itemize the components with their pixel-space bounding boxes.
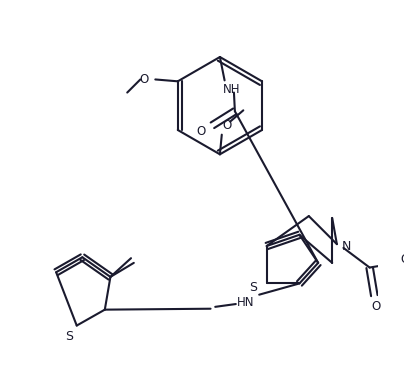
Text: O: O: [401, 253, 404, 265]
Text: N: N: [341, 240, 351, 253]
Text: S: S: [65, 330, 73, 343]
Text: NH: NH: [223, 83, 241, 96]
Text: HN: HN: [238, 296, 255, 309]
Text: S: S: [250, 281, 258, 294]
Text: O: O: [223, 119, 232, 132]
Text: O: O: [139, 73, 149, 86]
Text: O: O: [372, 300, 381, 313]
Text: O: O: [197, 125, 206, 138]
